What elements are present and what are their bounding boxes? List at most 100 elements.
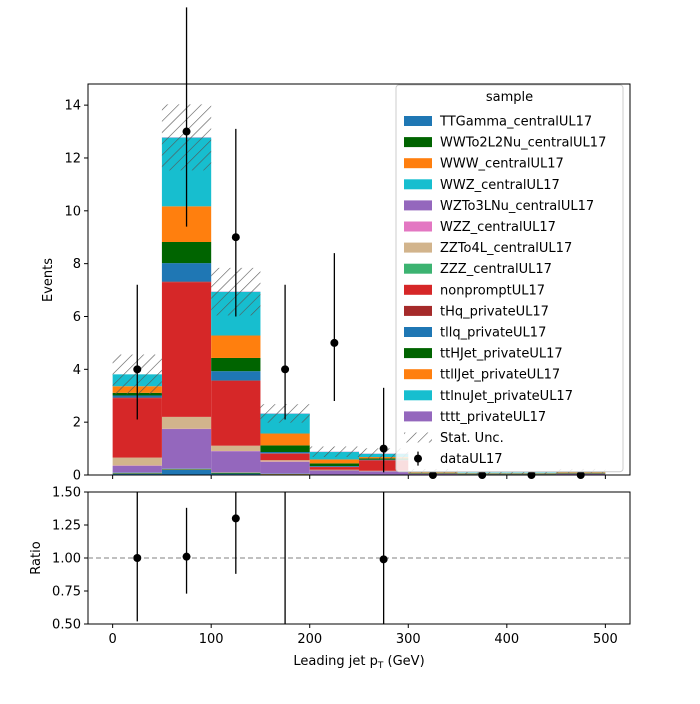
- main-y-tick-label-5: 10: [64, 204, 81, 219]
- legend-swatch-10: [404, 327, 432, 337]
- bar-WZTo3LNu_centralUL17-bin-3: [260, 462, 309, 474]
- legend-swatch-13: [404, 390, 432, 400]
- ratio-x-tick-label-3: 300: [396, 632, 421, 647]
- legend-label-12: ttllJet_privateUL17: [440, 368, 560, 383]
- bar-tHq_privateUL17-bin-2: [211, 380, 260, 381]
- bar-ttllJet_privateUL17-bin-2: [211, 336, 260, 358]
- ratio-point-2: [232, 514, 240, 522]
- bar-nonpromptUL17-bin-4: [310, 467, 359, 470]
- bar-WZTo3LNu_centralUL17-bin-1: [162, 429, 211, 469]
- legend-label-6: ZZTo4L_centralUL17: [440, 241, 572, 256]
- data-point-5: [380, 445, 388, 453]
- bar-WZTo3LNu_centralUL17-bin-2: [211, 451, 260, 472]
- legend-title: sample: [486, 90, 533, 105]
- legend-label-14: tttt_privateUL17: [440, 410, 546, 425]
- bar-nonpromptUL17-bin-3: [260, 454, 309, 461]
- main-y-tick-label-0: 0: [73, 469, 81, 484]
- main-y-axis-label: Events: [41, 258, 56, 302]
- bar-nonpromptUL17-bin-2: [211, 381, 260, 446]
- ratio-x-tick-label-0: 0: [108, 632, 116, 647]
- bar-ttllJet_privateUL17-bin-4: [310, 459, 359, 463]
- bar-tllq_privateUL17-bin-2: [211, 371, 260, 380]
- ratio-y-tick-label-0: 0.50: [52, 618, 81, 633]
- legend-label-5: WZZ_centralUL17: [440, 220, 556, 235]
- main-y-tick-label-1: 2: [73, 416, 81, 431]
- bar-TTGamma_centralUL17-bin-1: [162, 470, 211, 475]
- ratio-y-tick-label-4: 1.50: [52, 486, 81, 501]
- x-axis-label-main: Leading jet p: [293, 654, 378, 669]
- ratio-x-tick-label-2: 200: [297, 632, 322, 647]
- main-y-tick-label-6: 12: [64, 151, 81, 166]
- bar-nonpromptUL17-bin-1: [162, 282, 211, 417]
- data-point-4: [330, 339, 338, 347]
- legend-swatch-12: [404, 369, 432, 379]
- legend-swatch-2: [404, 158, 432, 168]
- bar-tllq_privateUL17-bin-1: [162, 263, 211, 281]
- ratio-y-tick-label-1: 0.75: [52, 585, 81, 600]
- bar-ttHJet_privateUL17-bin-3: [260, 445, 309, 452]
- data-point-1: [183, 128, 191, 136]
- bar-ZZTo4L_centralUL17-bin-2: [211, 446, 260, 451]
- ratio-x-tick-label-4: 400: [494, 632, 519, 647]
- legend-swatch-16: [414, 455, 422, 463]
- bar-WZTo3LNu_centralUL17-bin-4: [310, 471, 359, 475]
- legend-label-2: WWW_centralUL17: [440, 157, 564, 172]
- legend-label-8: nonpromptUL17: [440, 283, 545, 298]
- legend-label-4: WZTo3LNu_centralUL17: [440, 199, 594, 214]
- legend-swatch-3: [404, 179, 432, 189]
- legend-label-16: dataUL17: [440, 452, 503, 467]
- main-y-tick-label-3: 6: [73, 310, 81, 325]
- legend-label-0: TTGamma_centralUL17: [439, 115, 592, 130]
- legend-swatch-8: [404, 285, 432, 295]
- legend-swatch-1: [404, 137, 432, 147]
- bar-WWTo2L2Nu_centralUL17-bin-1: [162, 469, 211, 470]
- legend-label-11: ttHJet_privateUL17: [440, 347, 563, 362]
- ratio-x-tick-label-5: 500: [593, 632, 618, 647]
- bar-ZZTo4L_centralUL17-bin-4: [310, 470, 359, 471]
- legend-swatch-5: [404, 222, 432, 232]
- stat-unc-bin-4: [310, 446, 359, 457]
- legend-label-15: Stat. Unc.: [440, 431, 504, 446]
- bar-ttHJet_privateUL17-bin-2: [211, 358, 260, 371]
- bar-ttHJet_privateUL17-bin-4: [310, 463, 359, 466]
- legend: sample TTGamma_centralUL17 WWTo2L2Nu_centr…: [396, 85, 623, 472]
- legend-label-13: ttlnuJet_privateUL17: [440, 389, 573, 404]
- data-point-2: [232, 233, 240, 241]
- bar-WWTo2L2Nu_centralUL17-bin-2: [211, 473, 260, 474]
- legend-swatch-0: [404, 116, 432, 126]
- legend-swatch-11: [404, 348, 432, 358]
- x-axis-label: Leading jet pT (GeV): [293, 654, 424, 671]
- ratio-x-tick-label-1: 100: [199, 632, 224, 647]
- legend-swatch-6: [404, 243, 432, 253]
- legend-swatch-9: [404, 306, 432, 316]
- main-y-tick-label-4: 8: [73, 257, 81, 272]
- ratio-point-1: [183, 553, 191, 561]
- legend-swatch-14: [404, 411, 432, 421]
- data-point-3: [281, 365, 289, 373]
- bar-WWTo2L2Nu_centralUL17-bin-0: [113, 473, 162, 474]
- ratio-y-tick-label-3: 1.25: [52, 519, 81, 534]
- main-y-tick-label-7: 14: [64, 99, 81, 114]
- legend-label-7: ZZZ_centralUL17: [440, 262, 552, 277]
- bar-WZTo3LNu_centralUL17-bin-0: [113, 466, 162, 473]
- legend-label-10: tllq_privateUL17: [440, 326, 546, 341]
- bar-ttHJet_privateUL17-bin-1: [162, 242, 211, 263]
- bar-ZZTo4L_centralUL17-bin-0: [113, 458, 162, 466]
- ratio-y-tick-label-2: 1.00: [52, 552, 81, 567]
- ratio-point-0: [133, 554, 141, 562]
- legend-swatch-15: [404, 433, 432, 443]
- ratio-y-axis-label: Ratio: [29, 541, 44, 574]
- bar-tllq_privateUL17-bin-3: [260, 452, 309, 453]
- legend-label-1: WWTo2L2Nu_centralUL17: [440, 136, 606, 151]
- data-point-0: [133, 365, 141, 373]
- legend-swatch-4: [404, 200, 432, 210]
- bar-ttllJet_privateUL17-bin-3: [260, 434, 309, 446]
- legend-label-9: tHq_privateUL17: [440, 304, 549, 319]
- ratio-point-4: [380, 555, 388, 563]
- legend-swatch-7: [404, 264, 432, 274]
- bar-tllq_privateUL17-bin-4: [310, 466, 359, 467]
- bar-ZZTo4L_centralUL17-bin-3: [260, 460, 309, 461]
- x-axis-label-unit: (GeV): [383, 654, 424, 669]
- legend-label-3: WWZ_centralUL17: [440, 178, 560, 193]
